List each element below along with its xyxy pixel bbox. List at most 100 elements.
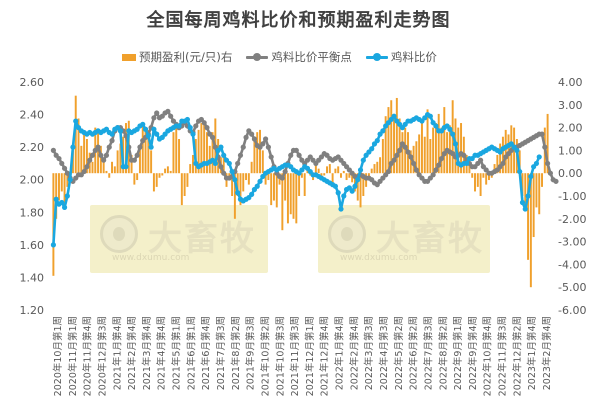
x-axis-tick-label: 2021年4月第4周 [156,316,168,390]
feed-ratio-point [517,168,523,175]
profit-bar [83,132,86,174]
feed-ratio-point [140,121,146,127]
feed-ratio-point [61,204,68,210]
profit-bar [236,173,239,196]
profit-bar [261,150,264,174]
profit-bar [326,166,329,174]
feed-ratio-point [349,188,355,194]
feed-ratio-point [464,160,470,167]
right-axis-tick-label: -3.00 [558,236,586,249]
feed-ratio-point [519,199,526,206]
profit-bar [387,107,390,174]
profit-bar [186,173,189,187]
x-axis-tick-label: 2021年2月第4周 [126,316,138,390]
x-axis-tick-label: 2022年5月第2周 [393,316,405,390]
profit-bar [420,120,423,174]
left-axis-tick-label: 2.40 [20,109,45,122]
avg-ratio-point [84,164,90,170]
profit-bar [183,173,186,196]
profit-bar [58,173,60,201]
profit-bar [524,173,527,208]
feed-ratio-point [369,146,375,152]
profit-bar [521,173,524,196]
x-axis-tick-label: 2021年11月第3周 [289,316,301,396]
avg-ratio-point [204,125,210,131]
feed-ratio-point [528,173,534,180]
avg-ratio-point [249,131,255,137]
feed-ratio-point [226,160,232,167]
avg-ratio-point [288,152,294,158]
profit-bar [295,173,298,224]
profit-bar [409,150,412,174]
x-axis-tick-label: 2023年2月第4周 [541,316,553,390]
profit-bar [231,173,234,196]
avg-ratio-point [103,152,110,158]
profit-bar [211,132,214,174]
x-axis-tick-label: 2021年10月第2周 [259,316,271,396]
profit-bar [423,136,426,174]
left-axis-tick-label: 1.80 [20,206,45,219]
profit-bar [119,143,122,174]
profit-bar [376,161,379,174]
legend: 预期盈利(元/只)右 鸡料比价平衡点 鸡料比价 [122,48,451,66]
profit-bar [541,173,543,187]
feed-ratio-point [447,126,453,132]
right-axis-tick-label: 0.00 [558,167,583,180]
avg-ratio-point [408,154,414,160]
profit-bar [398,118,401,174]
feed-ratio-point [341,193,347,199]
feed-ratio-point [380,128,386,134]
profit-bar [272,173,275,201]
feed-ratio-point [352,183,358,189]
profit-bar [370,168,373,174]
profit-bar [356,173,359,201]
profit-bar [247,173,250,185]
x-axis-tick-label: 2021年3月第4周 [141,316,153,390]
avg-ratio-point [154,110,160,116]
profit-bar [264,173,267,185]
avg-ratio-point [251,136,258,142]
profit-bar [300,173,303,178]
profit-bar [532,173,535,238]
feed-ratio-point [151,126,157,132]
profit-bar [66,173,69,187]
feed-ratio-point [50,242,56,248]
profit-bar [474,173,476,192]
profit-bar [345,173,348,181]
x-axis-tick-label: 2021年10月第3周 [274,316,286,396]
right-axis-tick-label: -5.00 [558,281,586,294]
x-axis-tick-label: 2020年12月第3周 [96,316,108,396]
avg-ratio-point [151,115,157,121]
avg-ratio-point [61,165,68,171]
avg-ratio-point [218,164,224,170]
profit-bar [292,173,295,219]
profit-bar [440,127,443,174]
profit-bar [535,173,538,208]
avg-ratio-point [296,152,302,158]
profit-bar [393,113,396,174]
x-axis-tick-label: 2022年4月第3周 [378,316,390,390]
profit-bar [367,173,370,178]
avg-ratio-point [385,168,392,175]
profit-bar [434,123,437,174]
avg-ratio-point [545,160,551,167]
profit-bar [169,170,172,174]
profit-bar [342,170,345,174]
avg-ratio-point [168,113,174,119]
profit-bar [74,95,77,174]
profit-bar [286,173,289,224]
profit-bar [164,168,167,174]
avg-ratio-point [137,144,143,150]
profit-bar [105,170,108,174]
feed-ratio-point [53,196,59,202]
x-axis-tick-label: 2022年10月第4周 [482,316,494,396]
feed-ratio-point [357,167,364,173]
watermark-logo-icon [100,215,138,253]
feed-ratio-point [73,118,79,124]
profit-bar [147,129,150,174]
profit-bar [245,173,248,181]
profit-bar [401,132,404,174]
avg-ratio-point [165,108,171,114]
